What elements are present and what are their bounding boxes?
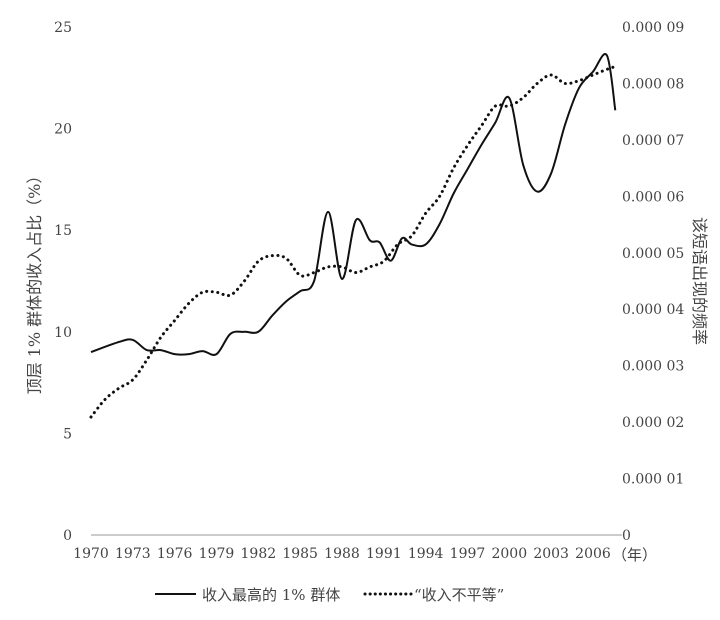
x-tick-label: 1994 [408, 546, 444, 562]
y-tick-label: 0 [63, 528, 72, 544]
y-tick-label: 10 [54, 325, 72, 341]
legend-label-solid: 收入最高的 1% 群体 [202, 586, 340, 604]
series-line-top-1-percent-share [90, 53, 617, 356]
x-tick-label: 1991 [366, 546, 402, 562]
y2-tick-label: 0.000 06 [622, 189, 684, 205]
x-tick-label: 1997 [450, 546, 486, 562]
y2-tick-label: 0.000 01 [622, 472, 684, 488]
y-tick-label: 15 [54, 223, 72, 239]
y2-tick-label: 0.000 07 [622, 133, 684, 149]
x-tick-label: 1979 [199, 546, 235, 562]
x-axis-label: （年） [612, 546, 657, 564]
legend: 收入最高的 1% 群体 “收入不平等” [155, 586, 504, 604]
x-tick-label: 2000 [491, 546, 527, 562]
y2-tick-label: 0.000 04 [622, 302, 684, 318]
x-tick-label: 2003 [533, 546, 569, 562]
y2-tick-label: 0.000 05 [622, 246, 684, 262]
x-tick-label: 1988 [324, 546, 360, 562]
x-tick-label: 1982 [241, 546, 277, 562]
y-tick-label: 20 [54, 122, 72, 138]
x-tick-label: 2006 [575, 546, 611, 562]
x-tick-label: 1976 [157, 546, 193, 562]
legend-label-dotted: “收入不平等” [414, 586, 504, 604]
y-tick-label: 25 [54, 20, 72, 36]
y2-tick-label: 0.000 09 [622, 20, 684, 36]
x-tick-label: 1970 [73, 546, 109, 562]
y2-tick-label: 0.000 03 [622, 359, 684, 375]
x-tick-label: 1973 [115, 546, 151, 562]
x-tick-label: 1985 [282, 546, 318, 562]
y2-tick-label: 0.000 02 [622, 415, 684, 431]
y2-tick-label: 0.000 08 [622, 76, 684, 92]
y2-tick-label: 0 [622, 528, 631, 544]
y2-axis-label: 该短语出现的频率 [690, 217, 709, 345]
y-tick-label: 5 [63, 426, 72, 442]
series-line-income-inequality-phrase [89, 65, 617, 419]
y-axis-label: 顶层 1% 群体的收入占比（%） [25, 168, 44, 395]
